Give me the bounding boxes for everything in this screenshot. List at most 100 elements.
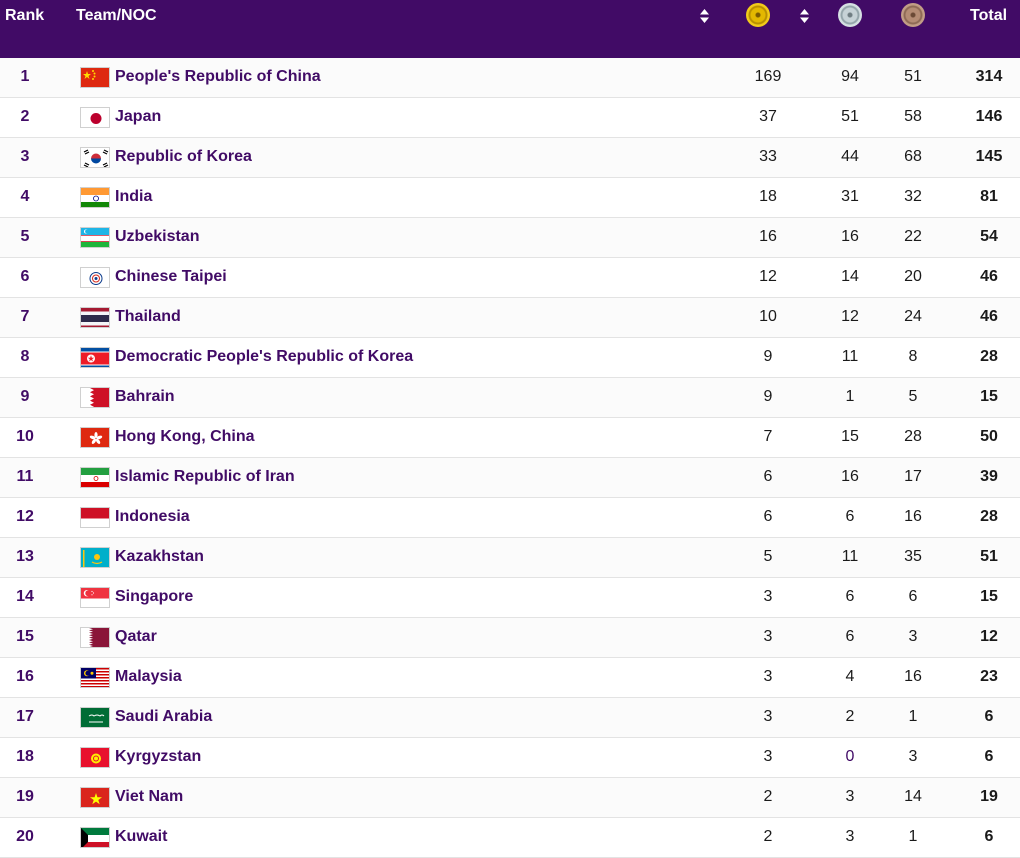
table-row: 11 Islamic Republic of Iran 6 16 17 39 <box>0 458 1020 498</box>
team-name-link[interactable]: Bahrain <box>115 388 175 405</box>
team-name-link[interactable]: Malaysia <box>115 668 182 685</box>
bronze-medal-icon[interactable] <box>901 3 925 27</box>
bronze-count: 8 <box>908 348 918 365</box>
team-name-link[interactable]: Viet Nam <box>115 788 184 805</box>
team-name-link[interactable]: Hong Kong, China <box>115 428 255 445</box>
korea-flag-icon <box>80 147 110 168</box>
team-name-link[interactable]: Kyrgyzstan <box>115 748 202 765</box>
table-row: 4 India 18 31 32 81 <box>0 178 1020 218</box>
total-count: 39 <box>980 468 998 485</box>
bronze-count: 16 <box>904 508 922 525</box>
silver-count: 11 <box>841 348 859 365</box>
bronze-count: 6 <box>908 588 918 605</box>
silver-count: 12 <box>841 308 859 325</box>
team-name-link[interactable]: Qatar <box>115 628 157 645</box>
gold-count: 18 <box>759 188 777 205</box>
team-name-link[interactable]: Islamic Republic of Iran <box>115 468 295 485</box>
total-count: 23 <box>980 668 998 685</box>
total-count: 12 <box>980 628 998 645</box>
bronze-count: 16 <box>904 668 922 685</box>
silver-count: 11 <box>841 548 859 565</box>
team-name-link[interactable]: Kuwait <box>115 828 168 845</box>
rank-cell: 12 <box>16 508 34 525</box>
malaysia-flag-icon <box>80 667 110 688</box>
total-count: 46 <box>980 308 998 325</box>
rank-cell: 10 <box>16 428 34 445</box>
kuwait-flag-icon <box>80 827 110 848</box>
team-name-link[interactable]: Democratic People's Republic of Korea <box>115 348 414 365</box>
team-name-link[interactable]: Saudi Arabia <box>115 708 213 725</box>
rank-cell: 3 <box>20 148 30 165</box>
silver-count: 1 <box>845 388 855 405</box>
team-name-link[interactable]: Chinese Taipei <box>115 268 227 285</box>
table-row: 19 Viet Nam 2 3 14 19 <box>0 778 1020 818</box>
kazakhstan-flag-icon <box>80 547 110 568</box>
team-name-link[interactable]: Singapore <box>115 588 194 605</box>
bronze-count: 58 <box>904 108 922 125</box>
team-name-link[interactable]: Republic of Korea <box>115 148 252 165</box>
total-count: 6 <box>984 828 994 845</box>
total-count: 28 <box>980 508 998 525</box>
table-row: 5 Uzbekistan 16 16 22 54 <box>0 218 1020 258</box>
gold-medal-icon[interactable] <box>746 3 770 27</box>
bronze-count: 14 <box>904 788 922 805</box>
silver-count: 44 <box>841 148 859 165</box>
silver-count: 4 <box>845 668 855 685</box>
bronze-count: 3 <box>908 748 918 765</box>
total-count: 15 <box>980 588 998 605</box>
table-row: 2 Japan 37 51 58 146 <box>0 98 1020 138</box>
rank-cell: 2 <box>20 108 30 125</box>
total-count: 54 <box>980 228 998 245</box>
table-row: 1 People's Republic of China 169 94 51 3… <box>0 58 1020 98</box>
gold-count: 37 <box>759 108 777 125</box>
table-row: 6 Chinese Taipei 12 14 20 46 <box>0 258 1020 298</box>
table-row: 3 Republic of Korea 33 44 68 145 <box>0 138 1020 178</box>
gold-count: 3 <box>763 708 773 725</box>
sort-gold-icon[interactable] <box>700 9 709 23</box>
saudi-arabia-flag-icon <box>80 707 110 728</box>
silver-count: 94 <box>841 68 859 85</box>
total-count: 146 <box>975 108 1003 125</box>
total-count: 81 <box>980 188 998 205</box>
team-name-link[interactable]: India <box>115 188 153 205</box>
team-name-link[interactable]: Japan <box>115 108 162 125</box>
rank-cell: 4 <box>20 188 30 205</box>
gold-count: 6 <box>763 468 773 485</box>
total-column-header[interactable]: Total <box>970 7 1008 24</box>
table-header: Rank Team/NOC Total <box>0 0 1020 58</box>
bronze-count: 20 <box>904 268 922 285</box>
qatar-flag-icon <box>80 627 110 648</box>
silver-count: 3 <box>845 828 855 845</box>
medal-table-body: 1 People's Republic of China 169 94 51 3… <box>0 58 1020 858</box>
team-name-link[interactable]: Uzbekistan <box>115 228 200 245</box>
sort-silver-icon[interactable] <box>800 9 809 23</box>
team-name-link[interactable]: Thailand <box>115 308 181 325</box>
table-row: 10 Hong Kong, China 7 15 28 50 <box>0 418 1020 458</box>
rank-cell: 16 <box>16 668 34 685</box>
china-flag-icon <box>80 67 110 88</box>
rank-cell: 1 <box>20 68 30 85</box>
team-column-header[interactable]: Team/NOC <box>76 7 157 24</box>
table-row: 15 Qatar 3 6 3 12 <box>0 618 1020 658</box>
table-row: 18 Kyrgyzstan 3 0 3 6 <box>0 738 1020 778</box>
bronze-count: 22 <box>904 228 922 245</box>
silver-count: 6 <box>845 508 855 525</box>
table-row: 17 Saudi Arabia 3 2 1 6 <box>0 698 1020 738</box>
team-name-link[interactable]: Indonesia <box>115 508 190 525</box>
rank-cell: 15 <box>16 628 34 645</box>
silver-count: 6 <box>845 628 855 645</box>
rank-cell: 14 <box>16 588 34 605</box>
chinese-taipei-flag-icon <box>80 267 110 288</box>
bronze-count: 17 <box>904 468 922 485</box>
gold-count: 3 <box>763 588 773 605</box>
team-name-link[interactable]: Kazakhstan <box>115 548 204 565</box>
bronze-count: 51 <box>904 68 922 85</box>
table-row: 7 Thailand 10 12 24 46 <box>0 298 1020 338</box>
gold-count: 9 <box>763 388 773 405</box>
silver-medal-icon[interactable] <box>838 3 862 27</box>
gold-count: 3 <box>763 748 773 765</box>
team-name-link[interactable]: People's Republic of China <box>115 68 321 85</box>
table-row: 20 Kuwait 2 3 1 6 <box>0 818 1020 858</box>
kyrgyzstan-flag-icon <box>80 747 110 768</box>
rank-column-header[interactable]: Rank <box>5 7 45 24</box>
